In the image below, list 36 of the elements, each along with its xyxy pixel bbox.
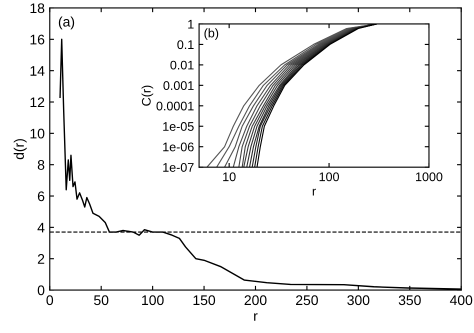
y-tick-label: 2 [38, 254, 44, 264]
x-tick-label: 100 [320, 172, 340, 182]
x-axis-title: r [254, 313, 258, 321]
x-tick-label: 10 [223, 172, 236, 182]
x-axis-title: r [312, 188, 316, 196]
y-tick-label: 1e-05 [163, 122, 194, 131]
y-tick-label: 12 [30, 97, 44, 108]
y-axis-title: d(r) [14, 139, 27, 160]
x-tick-label: 350 [398, 295, 421, 306]
y-tick-label: 8 [38, 160, 44, 170]
y-tick-label: 1 [188, 20, 194, 29]
x-tick-label: 300 [347, 295, 370, 306]
x-tick-label: 150 [194, 295, 216, 306]
y-tick-label: 0.001 [163, 81, 194, 90]
y-tick-label: 16 [30, 34, 44, 44]
y-axis-title: C(r) [142, 86, 154, 106]
x-tick-label: 400 [450, 295, 472, 306]
y-tick-label: 1e-06 [163, 142, 194, 152]
y-tick-label: 6 [38, 191, 44, 202]
x-tick-label: 100 [142, 295, 164, 306]
x-tick-label: 50 [94, 295, 108, 306]
y-tick-label: 10 [30, 128, 44, 139]
y-tick-label: 0.01 [170, 60, 194, 70]
x-tick-label: 1000 [416, 172, 442, 182]
x-tick-label: 200 [244, 295, 267, 306]
x-tick-label: 250 [296, 295, 318, 306]
y-tick-label: 14 [30, 66, 45, 76]
y-tick-label: 0.0001 [156, 102, 194, 110]
x-tick-label: 0 [46, 295, 54, 306]
annotation: (b) [204, 28, 218, 40]
annotation: (a) [58, 16, 74, 30]
y-tick-label: 0.1 [177, 40, 194, 50]
y-tick-label: 4 [38, 222, 45, 232]
y-tick-label: 18 [30, 3, 44, 14]
y-tick-label: 0 [38, 285, 44, 296]
y-tick-label: 1e-07 [163, 162, 194, 172]
